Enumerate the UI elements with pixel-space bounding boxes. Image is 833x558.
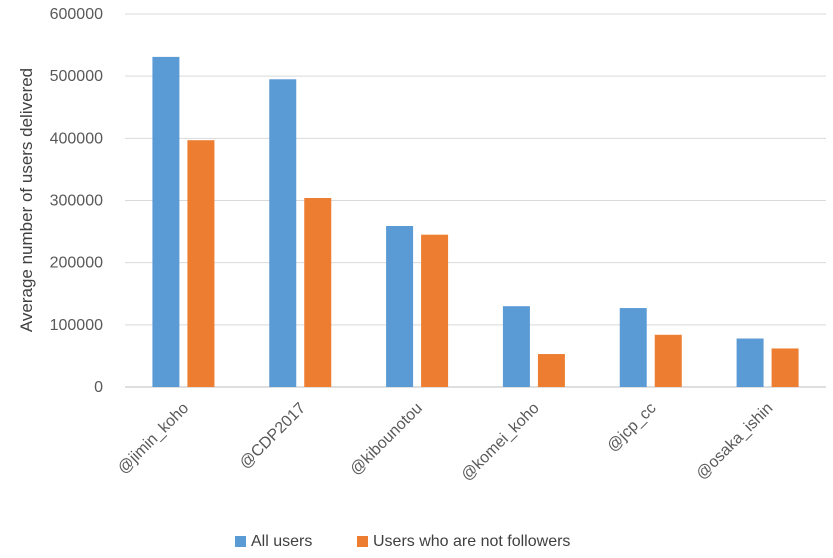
- y-tick-label: 400000: [50, 130, 103, 147]
- bar-non-followers: [304, 198, 332, 387]
- y-tick-label: 100000: [50, 317, 103, 334]
- x-axis-ticks: @jimin_koho @CDP2017 @kibounotou @komei_koh…: [115, 400, 777, 485]
- x-tick-label: @komei_koho: [458, 400, 543, 485]
- legend: All users Users who are not followers: [235, 533, 570, 550]
- y-axis-ticks: 0 100000 200000 300000 400000 500000 600000: [50, 6, 103, 396]
- y-tick-label: 300000: [50, 193, 103, 210]
- legend-swatch: [235, 536, 246, 547]
- y-tick-label: 200000: [50, 255, 103, 272]
- gridlines: [125, 13, 826, 388]
- legend-label: All users: [251, 533, 312, 550]
- x-tick-label: @kibounotou: [347, 400, 426, 479]
- bar-all-users: [736, 338, 764, 387]
- legend-label: Users who are not followers: [373, 533, 570, 550]
- bar-non-followers: [654, 334, 682, 387]
- x-tick-label: @jcp_cc: [604, 400, 660, 456]
- bar-non-followers: [771, 348, 799, 387]
- bar-all-users: [502, 306, 530, 387]
- bar-non-followers: [537, 354, 565, 387]
- x-tick-label: @osaka_ishin: [693, 400, 776, 483]
- x-tick-label: @CDP2017: [237, 400, 310, 473]
- y-tick-label: 0: [94, 379, 103, 396]
- bar-all-users: [619, 308, 647, 387]
- x-tick-label: @jimin_koho: [115, 400, 193, 478]
- bar-all-users: [269, 79, 297, 388]
- bar-all-users: [386, 225, 414, 387]
- bar-non-followers: [421, 234, 449, 387]
- y-tick-label: 600000: [50, 6, 103, 23]
- bars: [152, 56, 799, 388]
- y-tick-label: 500000: [50, 68, 103, 85]
- legend-swatch: [357, 536, 368, 547]
- y-axis-title: Average number of users delivered: [17, 68, 36, 332]
- bar-all-users: [152, 56, 180, 388]
- bar-non-followers: [187, 140, 215, 387]
